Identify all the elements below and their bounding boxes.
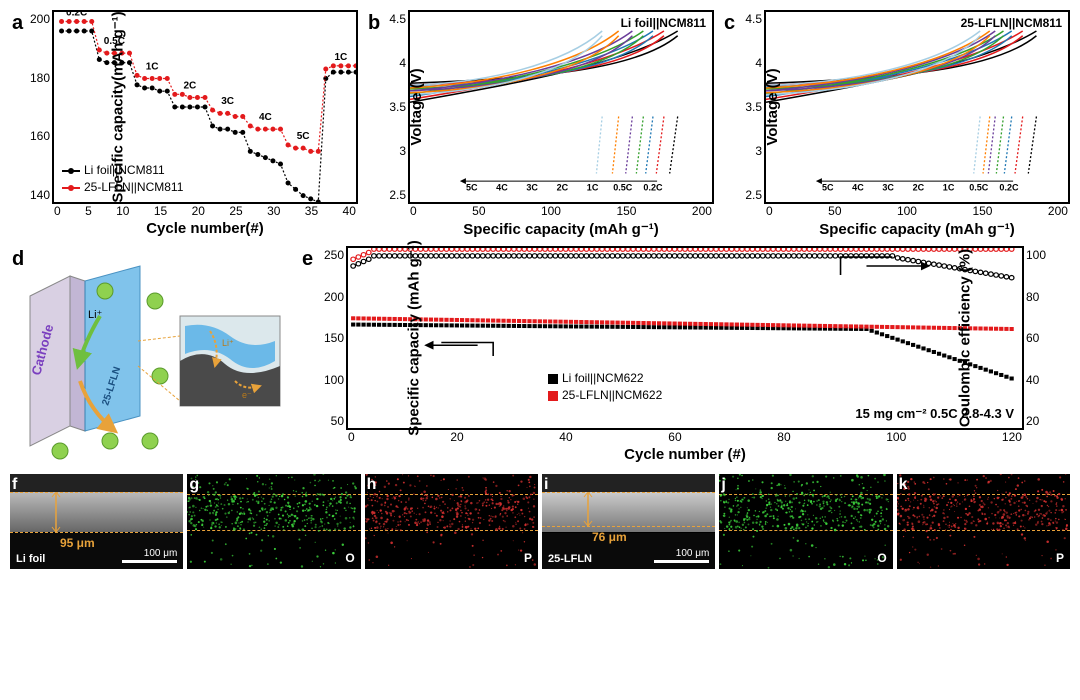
svg-text:0.5C: 0.5C bbox=[969, 183, 989, 193]
title-c: 25-LFLN||NCM811 bbox=[961, 16, 1062, 30]
svg-text:4C: 4C bbox=[496, 183, 508, 193]
panel-e: e Specific capacity (mAh g⁻¹) Coulombic … bbox=[300, 246, 1070, 466]
figure-root: a Specific capacity(mAh g⁻¹) 14016018020… bbox=[10, 10, 1070, 569]
svg-text:e⁻: e⁻ bbox=[242, 390, 252, 400]
svg-text:4C: 4C bbox=[259, 112, 272, 123]
svg-text:0.2C: 0.2C bbox=[643, 183, 663, 193]
yticks-e: 50100150200250 bbox=[320, 248, 344, 428]
xlabel-c: Specific capacity (mAh g⁻¹) bbox=[764, 220, 1070, 238]
micrograph-h: hP bbox=[365, 474, 538, 569]
title-b: Li foil||NCM811 bbox=[621, 16, 706, 30]
svg-c: 5C 4C 3C 2C 1C 0.5C 0.2C bbox=[766, 12, 1068, 202]
svg-text:3C: 3C bbox=[882, 183, 894, 193]
svg-text:0.2C: 0.2C bbox=[999, 183, 1019, 193]
xlabel-e: Cycle number (#) bbox=[346, 446, 1024, 463]
panel-label-e: e bbox=[302, 248, 313, 271]
svg-text:2C: 2C bbox=[913, 183, 925, 193]
chart-b: Voltage (V) 2.533.544.5 Li foil||NCM811 … bbox=[408, 10, 714, 204]
panel-label-d: d bbox=[12, 248, 24, 271]
svg-b: 5C 4C 3C 2C 1C 0.5C 0.2C bbox=[410, 12, 712, 202]
panel-d: d Cathode25-LFLNLi⁺ Li⁺e⁻ bbox=[10, 246, 290, 466]
y2label-e: Coulombic efficiency (%) bbox=[956, 249, 973, 427]
micrograph-i: i76 μm25-LFLN100 μm bbox=[542, 474, 715, 569]
svg-text:0.2C: 0.2C bbox=[66, 12, 87, 18]
ylabel-e: Specific capacity (mAh g⁻¹) bbox=[405, 240, 423, 435]
row-de: d Cathode25-LFLNLi⁺ Li⁺e⁻ e Specific cap… bbox=[10, 246, 1070, 466]
svg-text:Li⁺: Li⁺ bbox=[222, 338, 234, 348]
chart-e: Specific capacity (mAh g⁻¹) Coulombic ef… bbox=[346, 246, 1024, 430]
xticks-a: 0510152025303540 bbox=[52, 204, 358, 218]
svg-text:1C: 1C bbox=[146, 61, 159, 72]
diagram-d: Cathode25-LFLNLi⁺ Li⁺e⁻ bbox=[10, 246, 290, 466]
ylabel-c: Voltage (V) bbox=[764, 68, 781, 145]
panel-a: a Specific capacity(mAh g⁻¹) 14016018020… bbox=[10, 10, 358, 238]
svg-e bbox=[348, 248, 1022, 428]
svg-text:5C: 5C bbox=[466, 183, 478, 193]
svg-text:4C: 4C bbox=[852, 183, 864, 193]
panel-label-c: c bbox=[724, 12, 735, 35]
svg-text:5C: 5C bbox=[822, 183, 834, 193]
micrograph-row: f95 μmLi foil100 μm gO hP i76 μm25-LFLN1… bbox=[10, 474, 1070, 569]
yticks-a: 140160180200 bbox=[26, 12, 50, 202]
svg-text:3C: 3C bbox=[221, 96, 234, 107]
svg-text:1C: 1C bbox=[334, 52, 347, 63]
svg-text:5C: 5C bbox=[297, 131, 310, 142]
chart-c: Voltage (V) 2.533.544.5 25-LFLN||NCM811 … bbox=[764, 10, 1070, 204]
yticks-b: 2.533.544.5 bbox=[382, 12, 406, 202]
panel-c: c Voltage (V) 2.533.544.5 25-LFLN||NCM81… bbox=[722, 10, 1070, 238]
svg-text:2C: 2C bbox=[183, 80, 196, 91]
panel-b: b Voltage (V) 2.533.544.5 Li foil||NCM81… bbox=[366, 10, 714, 238]
micrograph-g: gO bbox=[187, 474, 360, 569]
legend-e: Li foil||NCM62225-LFLN||NCM622 bbox=[548, 370, 662, 404]
svg-text:0.5C: 0.5C bbox=[613, 183, 633, 193]
xticks-e: 020406080100120 bbox=[346, 430, 1024, 444]
micrograph-j: jO bbox=[719, 474, 892, 569]
xlabel-a: Cycle number(#) bbox=[52, 220, 358, 237]
ylabel-b: Voltage (V) bbox=[408, 68, 425, 145]
xlabel-b: Specific capacity (mAh g⁻¹) bbox=[408, 220, 714, 238]
panel-label-b: b bbox=[368, 12, 380, 35]
y2ticks-e: 20406080100 bbox=[1026, 248, 1050, 428]
legend-a: Li foil||NCM81125-LFLN||NCM811 bbox=[62, 162, 183, 196]
svg-text:1C: 1C bbox=[587, 183, 599, 193]
chart-a: Specific capacity(mAh g⁻¹) 140160180200 … bbox=[52, 10, 358, 204]
micrograph-k: kP bbox=[897, 474, 1070, 569]
svg-text:3C: 3C bbox=[526, 183, 538, 193]
condition-e: 15 mg cm⁻² 0.5C 2.8-4.3 V bbox=[855, 406, 1014, 422]
svg-text:1C: 1C bbox=[943, 183, 955, 193]
panel-label-a: a bbox=[12, 12, 23, 35]
micrograph-f: f95 μmLi foil100 μm bbox=[10, 474, 183, 569]
svg-text:2C: 2C bbox=[557, 183, 569, 193]
xticks-b: 050100150200 bbox=[408, 204, 714, 218]
xticks-c: 050100150200 bbox=[764, 204, 1070, 218]
yticks-c: 2.533.544.5 bbox=[738, 12, 762, 202]
